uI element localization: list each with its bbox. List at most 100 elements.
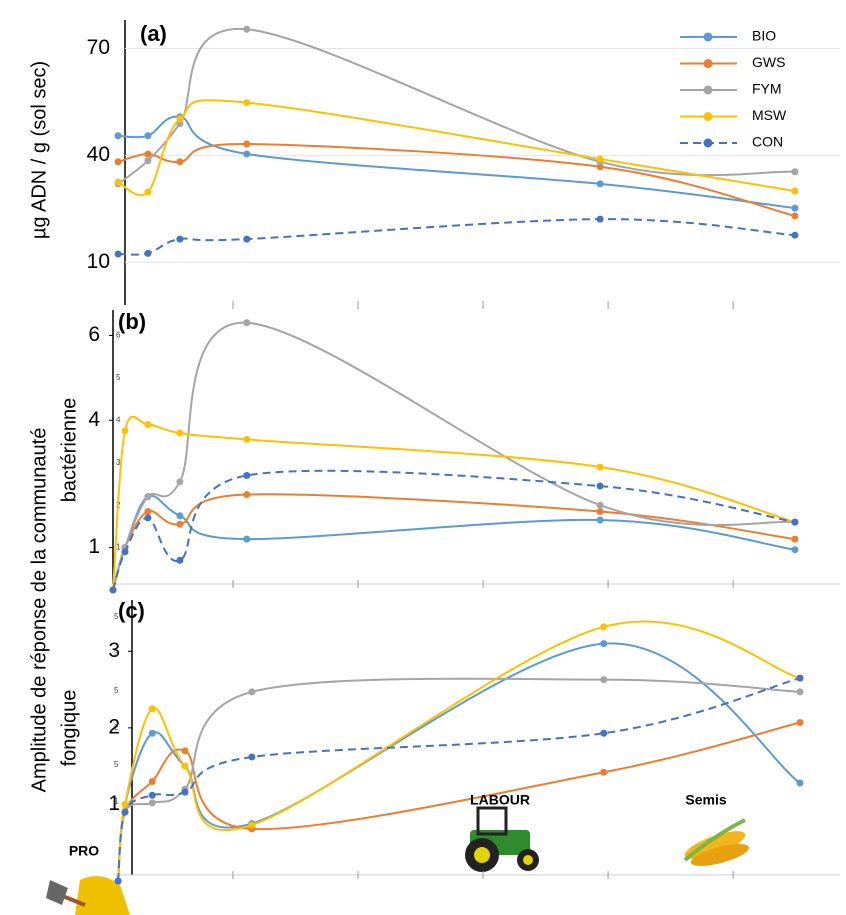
data-point: [791, 231, 799, 239]
minor-tick-label: 6: [116, 331, 121, 340]
data-point: [596, 508, 604, 516]
data-point: [121, 800, 129, 808]
annotation: Semis: [685, 792, 726, 808]
data-point: [596, 155, 604, 163]
data-point: [144, 508, 152, 516]
annotation: LABOUR: [470, 792, 530, 808]
y-axis-sublabel: fongique: [58, 690, 80, 767]
data-point: [243, 435, 251, 443]
data-point: [243, 25, 251, 33]
data-point: [148, 729, 156, 737]
data-point: [176, 520, 184, 528]
y-axis-sublabel: bactérienne: [58, 398, 80, 503]
minor-tick-label: 5: [114, 686, 119, 695]
data-point: [596, 463, 604, 471]
series-line: [118, 218, 796, 256]
data-point: [600, 640, 608, 648]
legend-label: FYM: [752, 81, 782, 97]
data-point: [600, 768, 608, 776]
data-point: [596, 180, 604, 188]
y-tick-label: 70: [87, 36, 110, 59]
data-point: [796, 719, 804, 727]
data-point: [791, 187, 799, 195]
data-point: [181, 788, 189, 796]
data-point: [243, 235, 251, 243]
minor-tick-label: 5: [114, 612, 119, 621]
data-point: [243, 150, 251, 158]
data-point: [176, 556, 184, 564]
shovel: [46, 876, 130, 915]
y-axis-label: Amplitude de réponse de la communauté: [28, 428, 50, 793]
data-point: [144, 493, 152, 501]
panel-label: (c): [118, 598, 145, 623]
series-line: [117, 142, 796, 217]
data-point: [114, 178, 122, 186]
series-line: [117, 642, 801, 882]
data-point: [144, 249, 152, 257]
data-point: [121, 548, 129, 556]
data-point: [243, 471, 251, 479]
data-point: [114, 877, 122, 885]
minor-tick-label: 5: [114, 760, 119, 769]
series-line: [118, 115, 796, 210]
panel-label: (b): [118, 309, 146, 334]
series-line: [112, 321, 796, 591]
data-point: [791, 204, 799, 212]
data-point: [600, 729, 608, 737]
legend-dot: [703, 32, 713, 42]
data-point: [176, 429, 184, 437]
data-point: [248, 753, 256, 761]
data-point: [596, 482, 604, 490]
data-point: [181, 747, 189, 755]
annotation: PRO: [69, 843, 99, 859]
legend-label: MSW: [752, 107, 787, 123]
data-point: [148, 799, 156, 807]
series-line: [112, 415, 796, 591]
data-point: [144, 514, 152, 522]
minor-tick-label: 3: [116, 458, 121, 467]
data-point: [114, 158, 122, 166]
data-point: [248, 821, 256, 829]
y-tick-label: 4: [88, 408, 100, 431]
data-point: [248, 688, 256, 696]
minor-tick-label: 3: [114, 649, 119, 658]
tractor: [465, 806, 539, 872]
data-point: [176, 115, 184, 123]
data-point: [243, 319, 251, 327]
data-point: [121, 427, 129, 435]
data-point: [148, 705, 156, 713]
minor-tick-label: 2: [114, 723, 119, 732]
data-point: [109, 586, 117, 594]
data-point: [144, 132, 152, 140]
series-line: [117, 721, 801, 882]
data-point: [148, 777, 156, 785]
minor-tick-label: 1: [116, 543, 121, 552]
minor-tick-label: 4: [116, 415, 121, 424]
data-point: [176, 478, 184, 486]
y-tick-label: 2: [108, 715, 120, 738]
legend-dot: [703, 138, 713, 148]
data-point: [243, 491, 251, 499]
data-point: [114, 132, 122, 140]
y-tick-label: 1: [108, 792, 120, 815]
data-point: [600, 623, 608, 631]
data-point: [796, 674, 804, 682]
y-tick-label: 3: [108, 639, 120, 662]
icons: [46, 806, 750, 915]
data-point: [144, 421, 152, 429]
data-point: [596, 163, 604, 171]
series-line: [112, 493, 796, 591]
data-point: [176, 512, 184, 520]
series-line: [117, 677, 801, 882]
data-point: [596, 215, 604, 223]
panel-label: (a): [140, 21, 167, 46]
data-point: [144, 150, 152, 158]
data-point: [600, 676, 608, 684]
corn: [683, 818, 750, 866]
data-point: [791, 518, 799, 526]
data-point: [148, 791, 156, 799]
series-line: [117, 620, 801, 882]
minor-tick-label: 1: [114, 797, 119, 806]
series-line: [117, 99, 796, 197]
data-point: [144, 188, 152, 196]
